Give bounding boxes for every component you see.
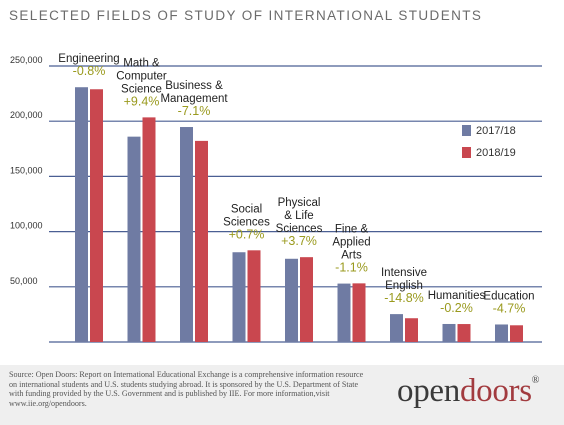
category-labels: Engineering-0.8% Math &ComputerScience+9.… bbox=[58, 53, 534, 315]
category-label: Math & bbox=[123, 57, 160, 69]
change-label: +3.7% bbox=[281, 234, 317, 248]
category-label: Science bbox=[121, 83, 162, 95]
y-tick-label: 50,000 bbox=[10, 276, 38, 286]
category-label: Intensive bbox=[381, 267, 427, 279]
bar-series2 bbox=[510, 325, 523, 342]
chart: SELECTED FIELDS OF STUDY OF INTERNATIONA… bbox=[9, 8, 542, 343]
category-label: & Life bbox=[284, 210, 313, 222]
legend-label: 2017/18 bbox=[476, 125, 516, 137]
bar-series1 bbox=[495, 324, 508, 342]
bar-series1 bbox=[127, 136, 141, 342]
footer bbox=[0, 365, 564, 425]
logo-open: open bbox=[397, 373, 460, 409]
y-tick-label: 250,000 bbox=[10, 55, 43, 65]
bar-series1 bbox=[75, 87, 88, 343]
bar-series2 bbox=[457, 324, 471, 342]
bar-series2 bbox=[195, 140, 208, 342]
bar-series1 bbox=[337, 283, 351, 342]
bar-series2 bbox=[300, 257, 313, 342]
legend-label: 2018/19 bbox=[476, 147, 516, 159]
category-label: Fine & bbox=[335, 223, 369, 235]
change-label: -4.7% bbox=[493, 301, 526, 315]
category-label: Humanities bbox=[428, 290, 486, 302]
bar-series2 bbox=[142, 117, 156, 342]
y-tick-label: 100,000 bbox=[10, 221, 43, 231]
chart-title: SELECTED FIELDS OF STUDY OF INTERNATIONA… bbox=[9, 8, 482, 23]
bar-series2 bbox=[352, 283, 366, 342]
logo-doors: doors bbox=[459, 373, 532, 409]
legend: 2017/18 2018/19 bbox=[462, 125, 516, 159]
bar-series2 bbox=[405, 318, 418, 342]
bars bbox=[75, 87, 523, 343]
opendoors-logo: opendoors® bbox=[397, 371, 557, 411]
change-label: -0.2% bbox=[440, 301, 473, 315]
change-label: +9.4% bbox=[124, 94, 160, 108]
category-label: Arts bbox=[341, 249, 362, 261]
change-label: -1.1% bbox=[335, 260, 368, 274]
logo-registered-mark: ® bbox=[531, 375, 540, 386]
category-label: Applied bbox=[332, 236, 370, 248]
bar-series1 bbox=[390, 314, 403, 342]
change-label: -0.8% bbox=[73, 64, 106, 78]
category-label: Computer bbox=[116, 70, 167, 82]
category-label: Sciences bbox=[223, 216, 270, 228]
bar-series1 bbox=[232, 252, 246, 342]
legend-swatch bbox=[462, 125, 471, 136]
y-tick-label: 150,000 bbox=[10, 165, 43, 175]
change-label: +0.7% bbox=[229, 227, 265, 241]
category-label: English bbox=[385, 280, 423, 292]
bar-series1 bbox=[285, 258, 298, 342]
legend-swatch bbox=[462, 147, 471, 158]
bar-series1 bbox=[180, 127, 193, 342]
category-label: Physical bbox=[278, 197, 321, 209]
category-label: Business & bbox=[165, 80, 223, 92]
source-note: Source: Open Doors: Report on Internatio… bbox=[9, 370, 364, 408]
y-tick-label: 200,000 bbox=[10, 110, 43, 120]
category-label: Sciences bbox=[276, 223, 323, 235]
bar-series2 bbox=[247, 250, 261, 342]
bar-series2 bbox=[90, 89, 103, 342]
change-label: -14.8% bbox=[384, 291, 424, 305]
category-label: Management bbox=[160, 93, 228, 105]
bar-series1 bbox=[442, 323, 456, 342]
change-label: -7.1% bbox=[178, 104, 211, 118]
category-label: Engineering bbox=[58, 53, 119, 65]
category-label: Education bbox=[483, 290, 534, 302]
category-label: Social bbox=[231, 203, 262, 215]
